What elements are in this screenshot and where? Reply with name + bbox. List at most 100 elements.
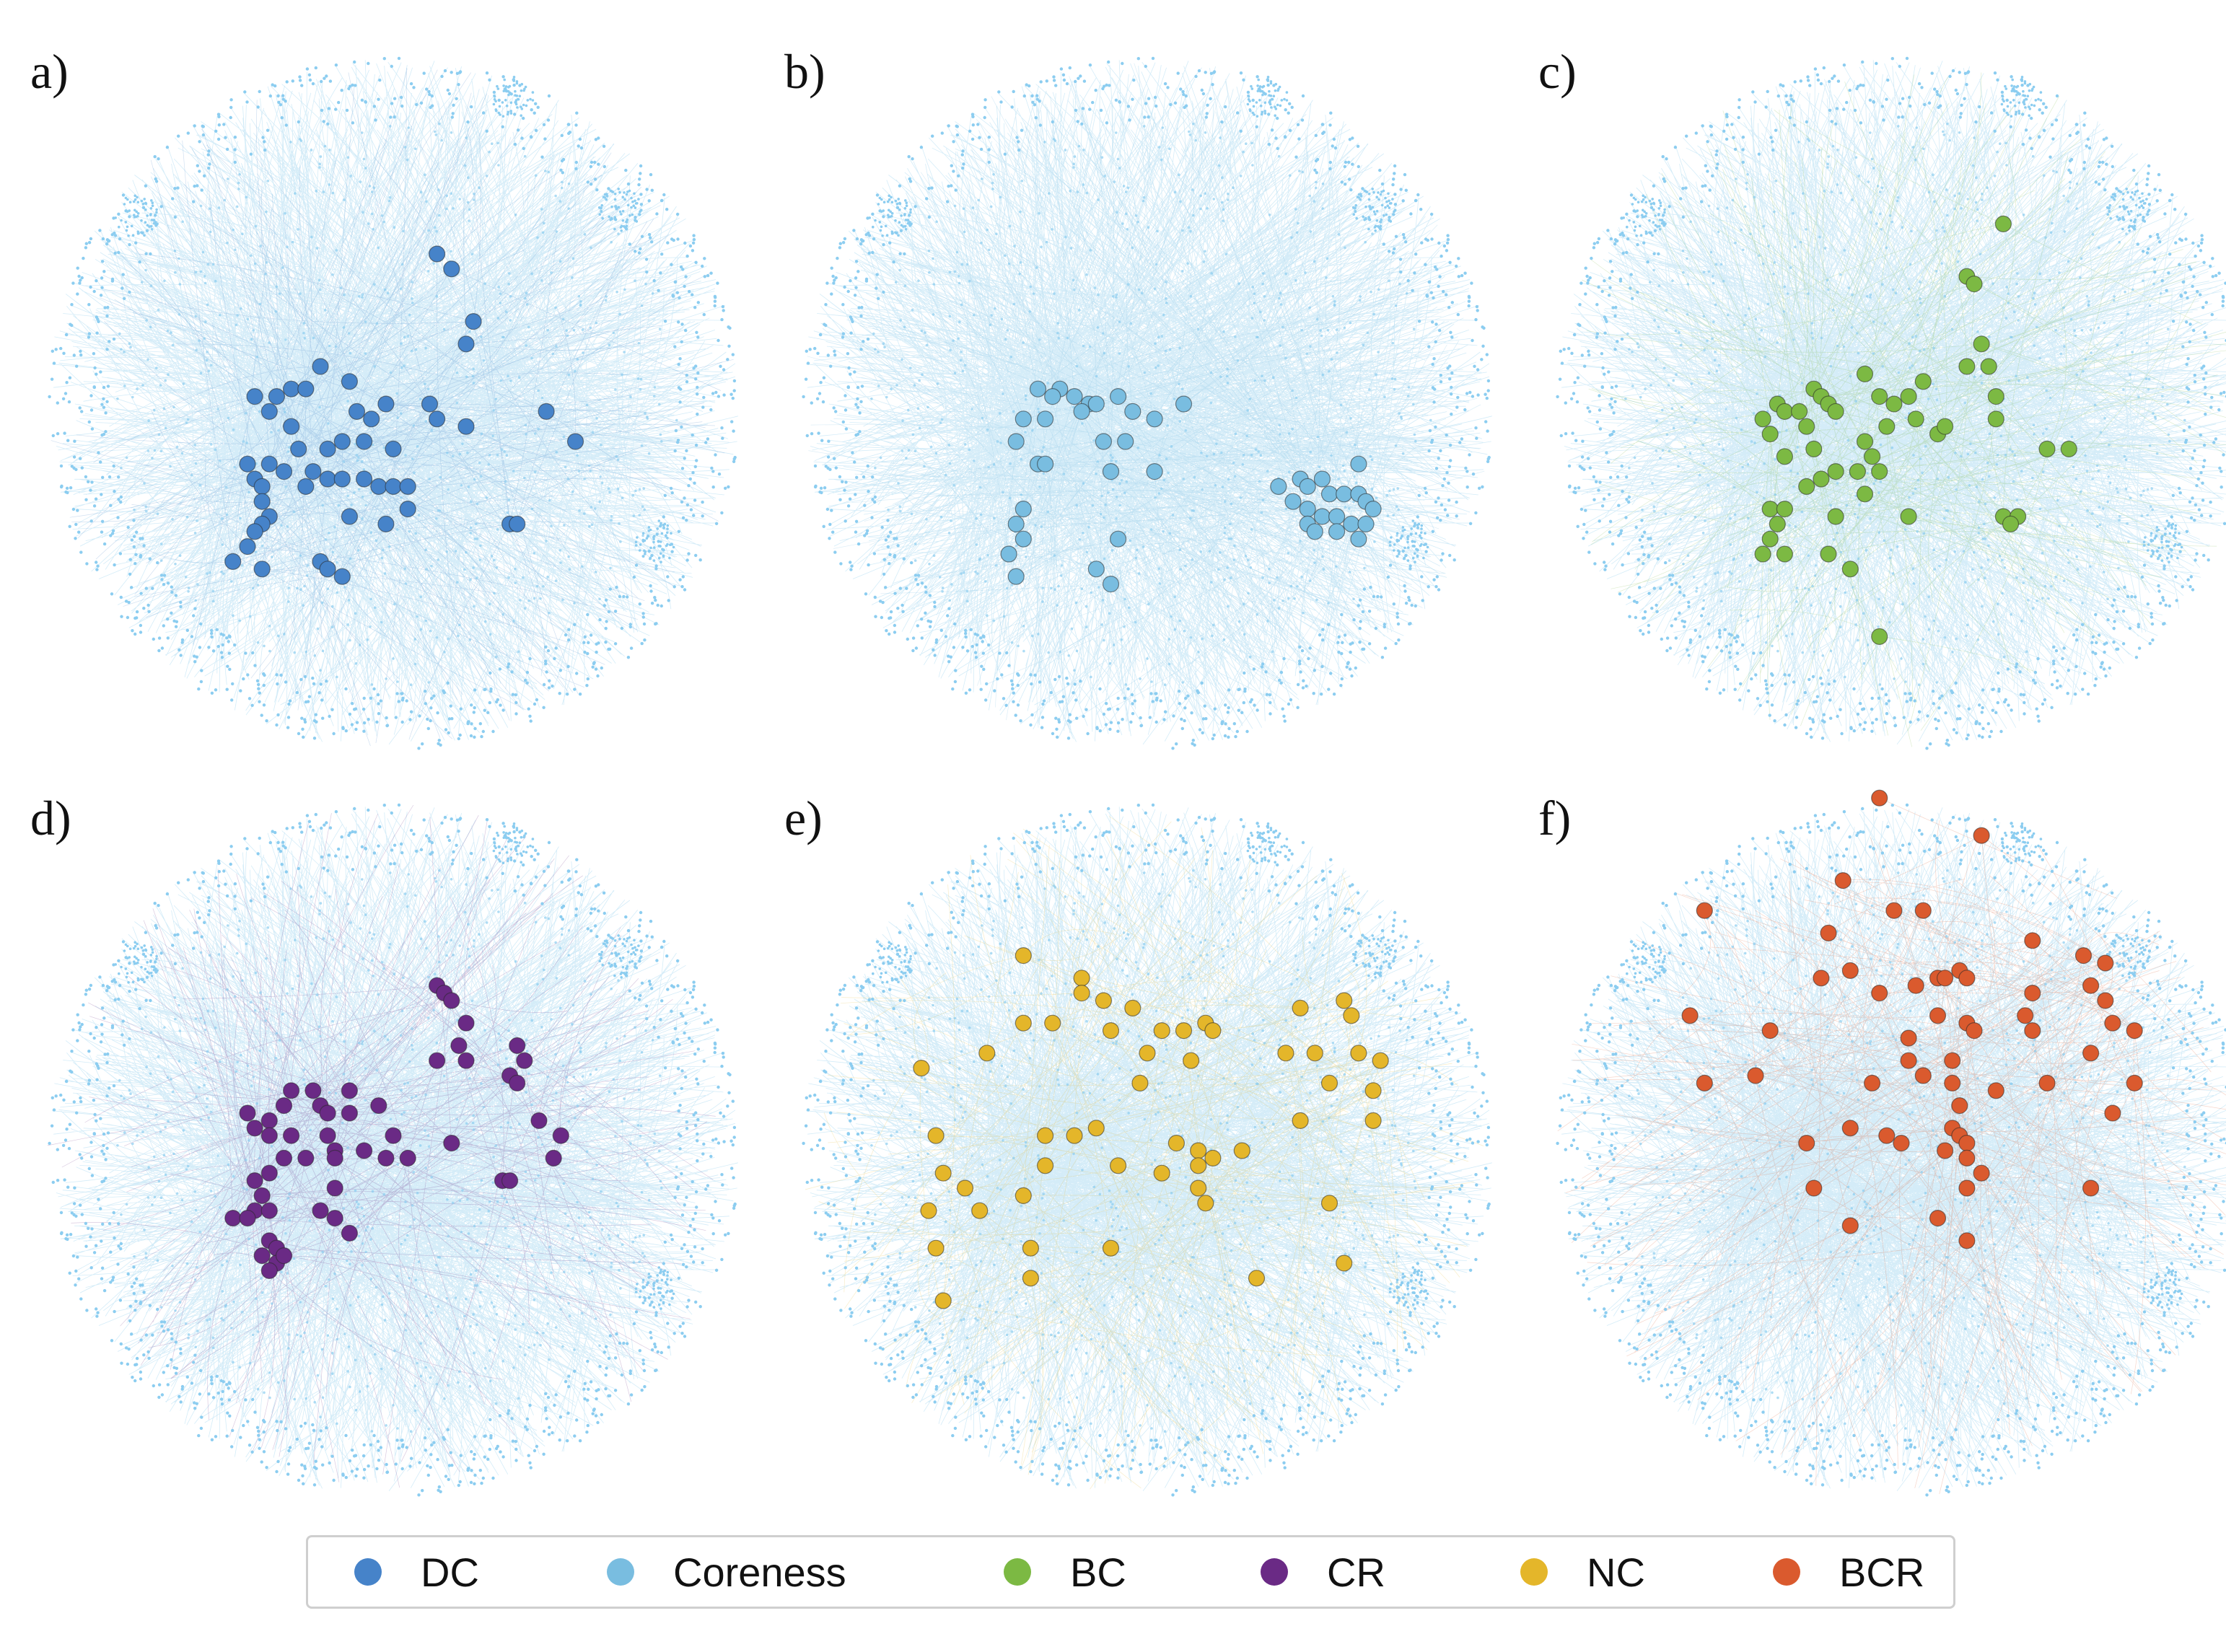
highlight-node [326, 1149, 343, 1167]
highlight-node [1190, 1157, 1207, 1174]
highlight-node [457, 1052, 475, 1069]
highlight-node [2038, 1074, 2056, 1091]
highlight-node [253, 478, 271, 496]
highlight-node [1791, 403, 1808, 421]
highlight-node [1175, 395, 1193, 413]
highlight-node [253, 561, 271, 578]
legend-label-bcr: BCR [1839, 1549, 1925, 1595]
highlight-node [2126, 1074, 2143, 1091]
legend-marker-cr [1261, 1558, 1288, 1586]
highlight-node [1336, 486, 1353, 503]
highlight-node [356, 433, 373, 450]
highlight-node [1292, 999, 1309, 1016]
highlight-node [1190, 1179, 1207, 1197]
highlight-node [1973, 827, 1990, 844]
highlight-node [1037, 410, 1054, 428]
highlight-node [509, 1074, 526, 1091]
network-plot-b [802, 56, 1492, 750]
highlight-node [428, 410, 446, 428]
highlight-node [1885, 395, 1903, 413]
highlight-node [545, 1149, 562, 1167]
highlight-node [1841, 962, 1859, 979]
highlight-node [1299, 478, 1316, 496]
highlight-node [1798, 418, 1815, 435]
highlight-node [1827, 508, 1844, 525]
highlight-node [1044, 1014, 1061, 1032]
highlight-node [2097, 992, 2114, 1009]
legend-item-coreness: Coreness [607, 1537, 846, 1607]
highlight-node [2082, 1179, 2100, 1197]
highlight-node [457, 1014, 475, 1032]
highlight-node [283, 418, 300, 435]
highlight-node [1761, 425, 1779, 443]
highlight-node [326, 1209, 343, 1227]
highlight-node [1037, 455, 1054, 473]
highlight-node [1966, 276, 1983, 293]
highlight-node [1973, 335, 1990, 353]
highlight-node [1320, 1074, 1338, 1091]
highlight-node [268, 388, 285, 405]
highlight-node [428, 1052, 446, 1069]
highlight-node [1900, 508, 1917, 525]
highlight-node [1190, 1142, 1207, 1159]
highlight-node [2017, 1007, 2034, 1024]
highlight-node [1087, 1120, 1105, 1137]
highlight-node [1110, 530, 1127, 548]
network-plot-f [1556, 789, 2226, 1497]
highlight-node [239, 1104, 256, 1122]
highlight-node [1124, 403, 1142, 421]
highlight-node [1277, 1045, 1294, 1062]
highlight-node [934, 1164, 952, 1182]
highlight-node [1893, 1135, 1910, 1152]
highlight-node [1007, 568, 1025, 585]
highlight-node [1878, 1127, 1896, 1144]
highlight-node [1095, 992, 1112, 1009]
highlight-node [457, 335, 475, 353]
highlight-node [1871, 985, 1888, 1002]
highlight-node [377, 1149, 395, 1167]
highlight-node [1776, 448, 1793, 465]
highlight-node [1820, 924, 1837, 941]
highlight-node [1328, 523, 1346, 540]
panel-label-c: c) [1538, 44, 1577, 99]
highlight-node [1320, 1195, 1338, 1212]
highlight-node [1696, 902, 1713, 919]
highlight-node [1820, 545, 1837, 563]
highlight-node [333, 470, 351, 488]
highlight-node [283, 1127, 300, 1144]
highlight-node [239, 455, 256, 473]
highlight-node [1900, 1052, 1917, 1069]
highlight-node [1153, 1022, 1170, 1040]
highlight-node [275, 1097, 293, 1115]
highlight-node [297, 380, 315, 397]
highlight-node [1117, 433, 1134, 450]
highlight-node [465, 313, 482, 330]
highlight-node [1139, 1045, 1156, 1062]
highlight-node [1871, 462, 1888, 480]
legend-marker-coreness [607, 1558, 634, 1586]
highlight-node [1936, 970, 1954, 987]
highlight-node [356, 1142, 373, 1159]
highlight-node [1994, 215, 2012, 232]
legend-item-dc: DC [354, 1537, 479, 1607]
highlight-node [1936, 1142, 1954, 1159]
highlight-node [1878, 418, 1896, 435]
highlight-node [1929, 1209, 1947, 1227]
highlight-node [1131, 1074, 1149, 1091]
highlight-node [370, 478, 387, 496]
highlight-node [1066, 388, 1083, 405]
highlight-node [1987, 388, 2004, 405]
highlight-node [1029, 380, 1047, 397]
highlight-node [1110, 388, 1127, 405]
highlight-node [1015, 530, 1032, 548]
highlight-node [1233, 1142, 1250, 1159]
edge-bundle [806, 807, 1492, 1491]
highlight-node [1007, 515, 1025, 533]
highlight-node [326, 1179, 343, 1197]
highlight-node [1813, 470, 1830, 488]
highlight-node [1827, 462, 1844, 480]
highlight-node [1776, 545, 1793, 563]
highlight-node [1343, 1007, 1360, 1024]
highlight-node [377, 395, 395, 413]
highlight-node [1124, 999, 1142, 1016]
